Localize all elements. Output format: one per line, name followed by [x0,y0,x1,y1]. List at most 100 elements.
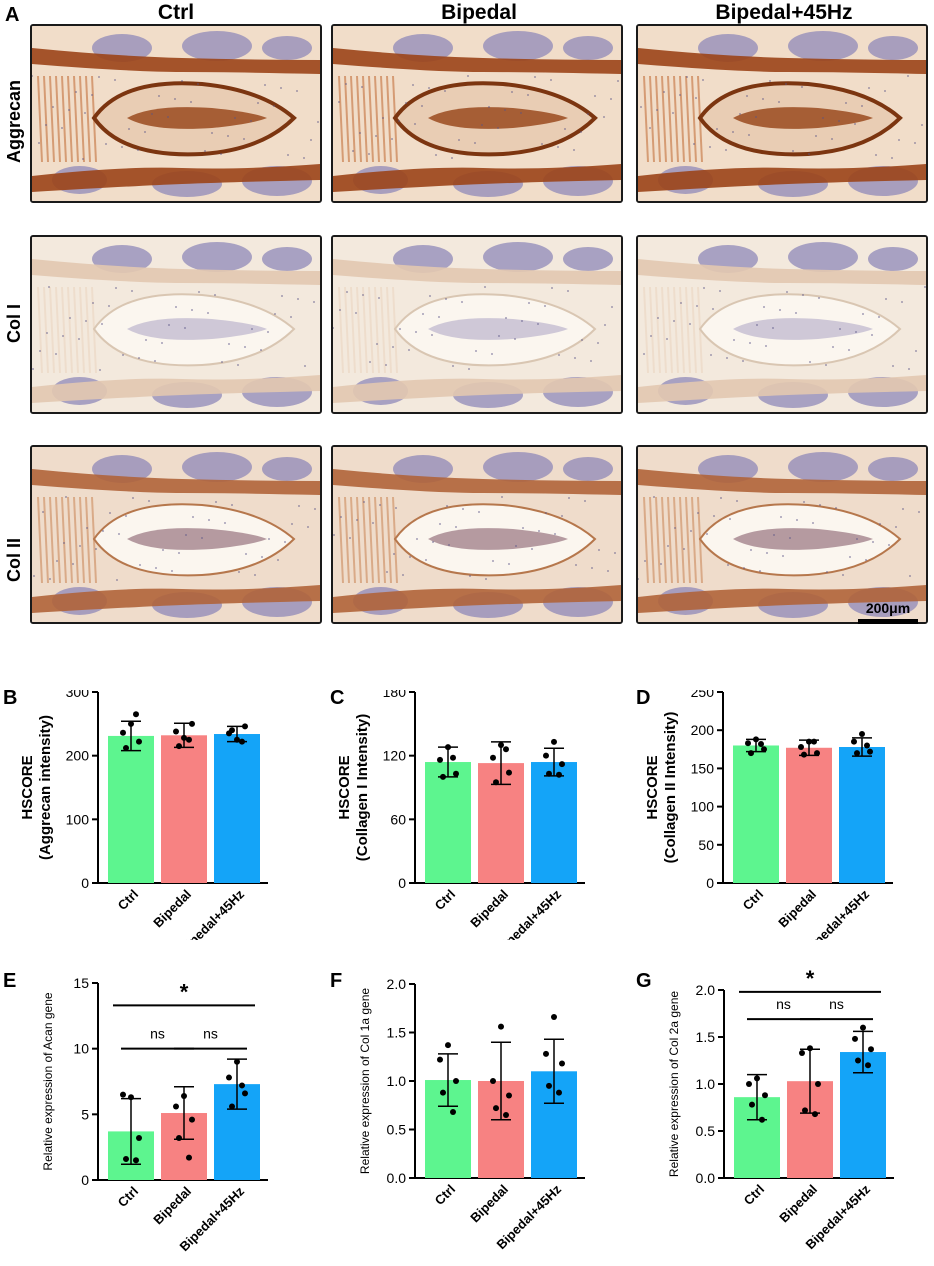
data-point-d-1-3 [801,751,807,758]
data-point-g-0-2 [762,1092,768,1099]
data-point-c-0-2 [453,770,459,777]
data-point-c-0-0 [445,744,451,751]
scale-bar: 200μm [858,600,918,630]
y-axis-label-b-0: HSCORE [19,755,36,819]
data-point-d-1-4 [811,738,817,745]
data-point-c-2-2 [559,761,565,768]
data-point-c-2-1 [543,752,549,759]
column-header-bipedal: Bipedal [441,1,517,24]
panel-letter-f: F [330,970,343,992]
data-point-d-2-4 [864,742,870,749]
data-point-e-1-3 [176,1134,182,1141]
data-point-e-2-1 [226,1074,232,1081]
data-point-f-1-1 [490,1078,496,1084]
comparison-label-g-0: ns [776,996,791,1012]
data-point-f-0-3 [440,1089,446,1096]
data-point-f-2-0 [551,1013,557,1020]
y-tick-label-b-0: 0 [81,875,89,891]
scale-bar-label: 200μm [865,600,911,616]
comparison-label-e-2: * [180,979,189,1004]
y-tick-label-b-1: 100 [66,811,90,827]
data-point-b-0-2 [136,738,142,745]
chart-d-collagen-ii-hscore: 0 50 100 150 200 250 HSCORE (Collagen II Intens… [644,690,893,940]
bar-b-0 [108,735,154,883]
y-tick-label-e-2: 10 [73,1041,89,1057]
y-tick-label-d-3: 150 [691,760,715,776]
y-tick-label-e-0: 0 [81,1172,89,1188]
data-point-b-2-3 [229,727,235,734]
x-tick-label-b-1: Bipedal [150,887,194,931]
y-tick-label-c-2: 120 [383,748,407,764]
data-point-e-1-2 [189,1116,195,1123]
x-tick-label-c-0: Ctrl [432,887,458,913]
data-point-e-1-4 [186,1154,192,1161]
scale-bar-line [858,619,918,624]
data-point-c-0-3 [440,773,446,780]
bar-d-1 [786,747,832,883]
data-point-f-0-4 [450,1109,456,1116]
histology-image-aggrecan-bipedal-45hz [636,24,928,203]
data-point-f-2-2 [559,1060,565,1067]
y-tick-label-f-4: 2.0 [387,976,407,992]
data-point-c-1-1 [490,754,496,761]
data-point-g-2-3 [855,1057,861,1064]
data-point-b-1-3 [176,743,182,750]
panel-letter-c: C [330,687,345,709]
data-point-g-1-2 [815,1081,821,1087]
data-point-b-1-1 [173,728,179,735]
panel-letter-e: E [3,970,17,992]
data-point-b-2-4 [239,738,245,745]
histology-image-col-ii-ctrl [30,445,322,624]
data-point-g-2-0 [860,1024,866,1031]
data-point-d-1-0 [806,738,812,745]
data-point-g-1-1 [799,1049,805,1056]
y-tick-label-d-1: 50 [698,837,714,853]
data-point-b-0-3 [123,745,129,752]
data-point-f-0-2 [453,1078,459,1084]
data-point-b-0-0 [128,720,134,727]
data-point-e-2-0 [234,1058,240,1065]
y-tick-label-d-0: 0 [706,875,714,891]
data-point-e-1-0 [181,1092,187,1099]
chart-c-collagen-i-hscore: 0 60 120 180 HSCORE (Collagen I Intensity) Ctr… [336,690,585,940]
data-point-g-2-1 [852,1035,858,1042]
y-axis-label-b-1: (Aggrecan intensity) [37,715,54,860]
column-header-ctrl: Ctrl [157,1,195,24]
bar-b-1 [161,735,207,883]
y-tick-label-g-3: 1.5 [696,1029,716,1045]
data-point-e-2-3 [229,1103,235,1110]
histology-image-aggrecan-ctrl [30,24,322,203]
data-point-c-2-4 [556,771,562,778]
comparison-label-e-1: ns [203,1026,218,1042]
y-tick-label-c-0: 0 [398,875,406,891]
y-axis-label-c-0: HSCORE [336,755,353,819]
y-tick-label-c-1: 60 [390,811,406,827]
comparison-label-g-1: ns [829,996,844,1012]
data-point-d-1-2 [814,750,820,757]
x-tick-label-e-1: Bipedal [150,1184,194,1228]
data-point-g-2-2 [868,1046,874,1053]
y-tick-label-g-1: 0.5 [696,1123,716,1139]
data-point-g-0-1 [746,1081,752,1087]
data-point-f-1-3 [493,1105,499,1112]
data-point-b-2-0 [234,736,240,743]
panel-letter-d: D [636,687,651,709]
data-point-c-0-4 [450,754,456,761]
bar-c-0 [425,762,471,883]
bar-d-0 [733,745,779,883]
y-tick-label-d-2: 100 [691,799,715,815]
row-header-col-i: Col I [4,304,24,343]
x-tick-label-d-1: Bipedal [775,887,819,931]
panel-letter-g: G [636,970,652,992]
data-point-f-2-3 [546,1082,552,1089]
y-tick-label-b-3: 300 [66,690,90,700]
y-tick-label-f-3: 1.5 [387,1025,407,1041]
data-point-c-1-2 [506,769,512,776]
data-point-d-2-0 [859,731,865,738]
data-point-d-0-4 [758,740,764,747]
data-point-c-1-4 [503,746,509,753]
data-point-f-1-4 [503,1111,509,1118]
y-tick-label-b-2: 200 [66,748,90,764]
data-point-e-2-2 [242,1090,248,1097]
y-tick-label-f-0: 0.0 [387,1170,407,1186]
